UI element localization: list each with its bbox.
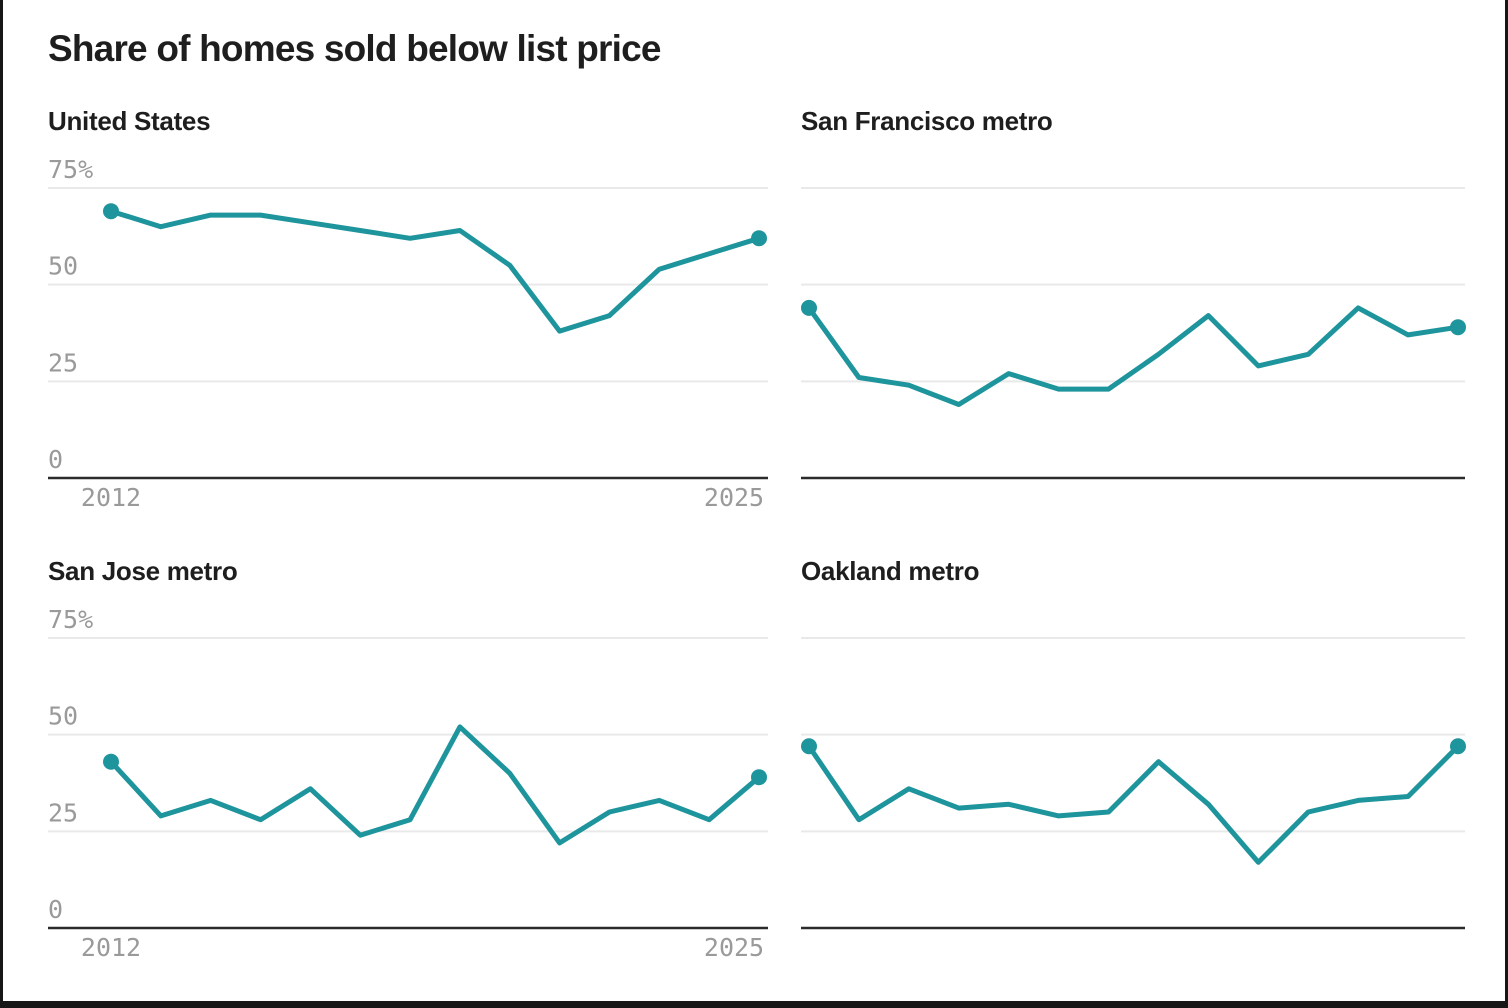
y-tick-label: 0 bbox=[48, 445, 63, 474]
chart-title: San Jose metro bbox=[48, 556, 238, 586]
endpoint-dot-end bbox=[1450, 738, 1466, 755]
line-chart-plot bbox=[801, 187, 1466, 480]
endpoint-dot-start bbox=[801, 738, 817, 755]
trend-line bbox=[806, 305, 1461, 407]
y-tick-label: 50 bbox=[48, 702, 78, 731]
y-tick-label: 75% bbox=[48, 605, 93, 634]
endpoint-dot-start bbox=[103, 753, 119, 770]
endpoint-dot-end bbox=[751, 769, 767, 786]
chart-san-jose-metro: San Jose metro 75% 50 25 0 2012 2025 bbox=[48, 556, 768, 978]
endpoint-dot-start bbox=[801, 299, 817, 316]
trend-line bbox=[108, 208, 762, 334]
y-tick-label: 50 bbox=[48, 252, 78, 281]
y-tick-label: 0 bbox=[48, 895, 63, 924]
y-tick-label: 25 bbox=[48, 348, 78, 377]
x-tick-label: 2012 bbox=[81, 483, 141, 512]
chart-title: San Francisco metro bbox=[801, 106, 1053, 136]
y-tick-label: 75% bbox=[48, 155, 93, 184]
line-chart-plot: 75% 50 25 0 2012 2025 bbox=[48, 155, 768, 512]
page-title: Share of homes sold below list price bbox=[48, 28, 661, 69]
endpoint-dot-end bbox=[1450, 319, 1466, 336]
line-chart-plot bbox=[801, 637, 1466, 930]
chart-san-francisco-metro: San Francisco metro bbox=[801, 106, 1466, 528]
chart-title: United States bbox=[48, 106, 211, 136]
line-chart-plot: 75% 50 25 0 2012 2025 bbox=[48, 605, 768, 962]
x-tick-label: 2012 bbox=[81, 933, 141, 962]
chart-title: Oakland metro bbox=[801, 556, 980, 586]
endpoint-dot-start bbox=[103, 203, 119, 220]
x-tick-label: 2025 bbox=[704, 483, 764, 512]
chart-oakland-metro: Oakland metro bbox=[801, 556, 1466, 978]
x-tick-label: 2025 bbox=[704, 933, 764, 962]
y-tick-label: 25 bbox=[48, 798, 78, 827]
chart-united-states: United States 75% 50 25 0 2012 2025 bbox=[48, 106, 768, 528]
trend-line bbox=[108, 724, 762, 846]
endpoint-dot-end bbox=[751, 230, 767, 247]
trend-line bbox=[806, 743, 1461, 865]
